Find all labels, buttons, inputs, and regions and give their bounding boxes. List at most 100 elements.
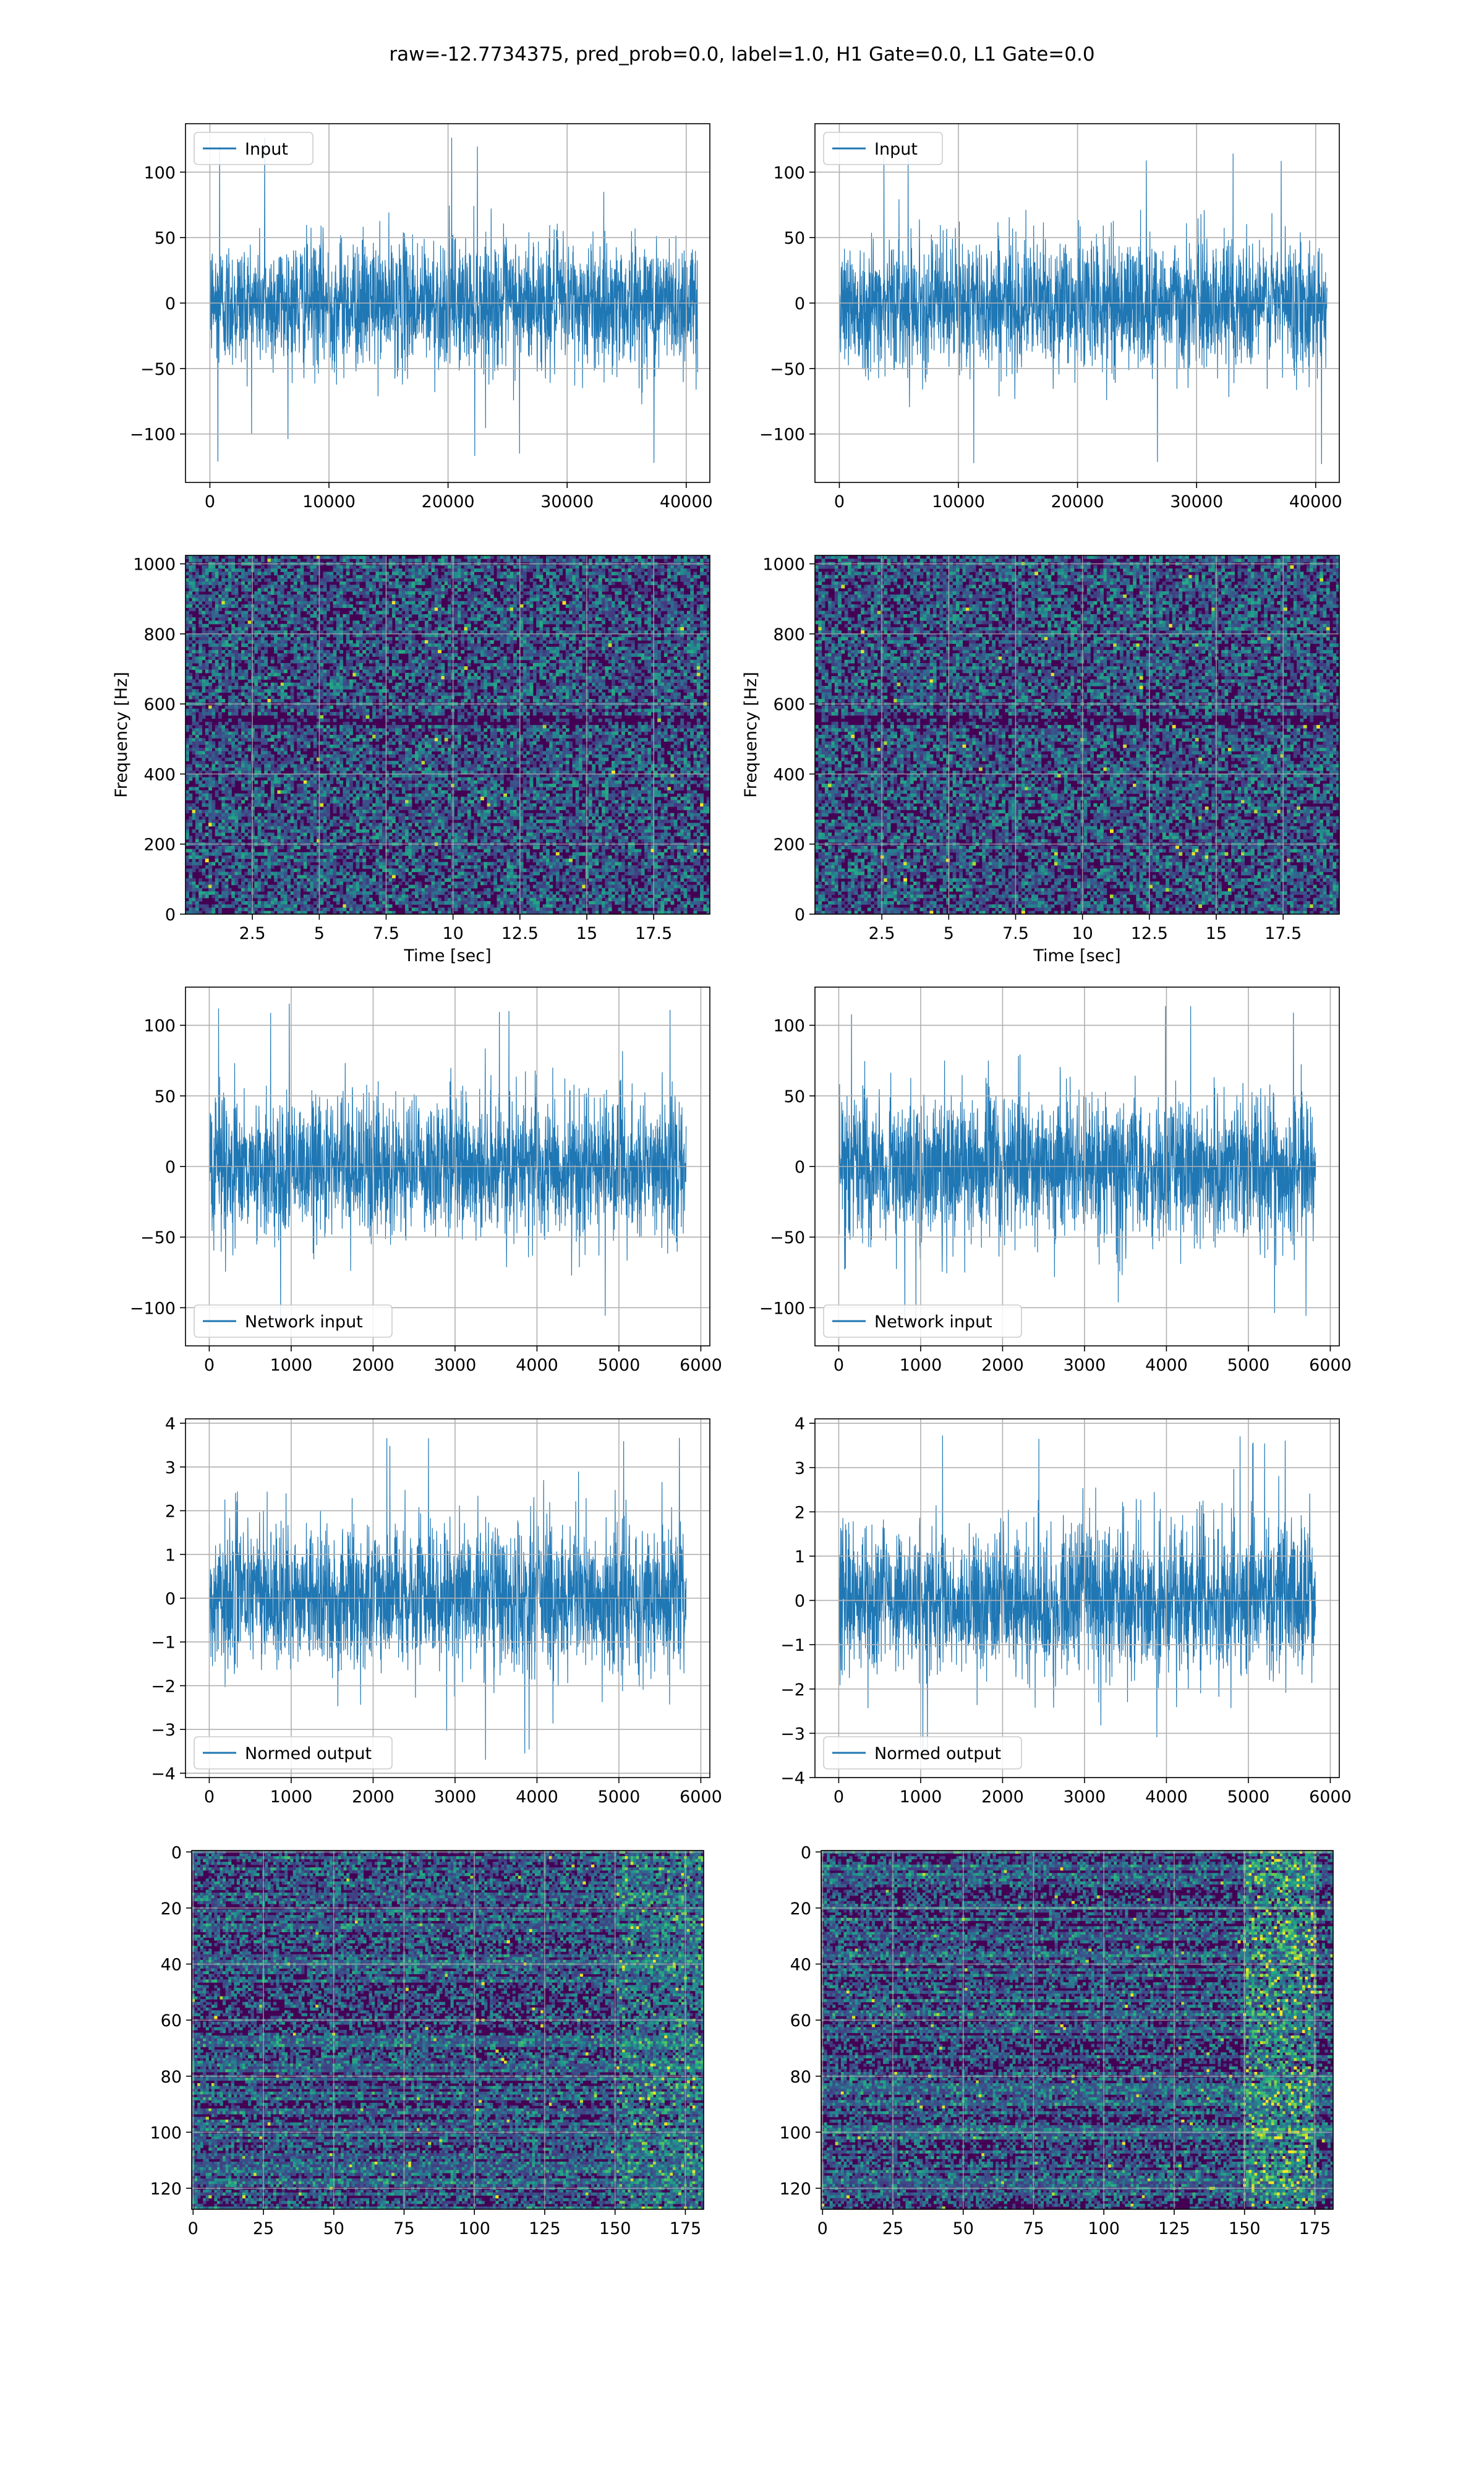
legend-label: Normed output bbox=[874, 1744, 1001, 1763]
x-axis-label: Time [sec] bbox=[1033, 946, 1120, 965]
grid bbox=[815, 987, 1339, 1346]
y-tick-label: −50 bbox=[140, 360, 176, 379]
x-tick-label: 0 bbox=[834, 1787, 844, 1807]
y-tick-label: 80 bbox=[790, 2068, 811, 2087]
x-tick-label: 0 bbox=[188, 2219, 198, 2238]
x-tick-label: 25 bbox=[253, 2219, 274, 2238]
x-tick-label: 0 bbox=[204, 1356, 215, 1375]
legend-label: Network input bbox=[245, 1312, 363, 1332]
x-tick-label: 1000 bbox=[900, 1787, 942, 1807]
legend-label: Network input bbox=[874, 1312, 992, 1332]
legend-label: Normed output bbox=[245, 1744, 372, 1763]
y-tick-label: −2 bbox=[780, 1680, 805, 1700]
y-tick-label: 0 bbox=[795, 1592, 805, 1611]
x-tick-label: 2000 bbox=[981, 1787, 1024, 1807]
y-tick-label: 400 bbox=[773, 765, 805, 784]
y-tick-label: 4 bbox=[795, 1415, 805, 1434]
y-tick-label: 2 bbox=[795, 1503, 805, 1522]
y-tick-label: 80 bbox=[161, 2068, 182, 2087]
y-tick-label: 60 bbox=[790, 2011, 811, 2031]
x-tick-label: 125 bbox=[529, 2219, 561, 2238]
y-tick-label: 100 bbox=[779, 2123, 811, 2142]
y-tick-label: 120 bbox=[150, 2180, 182, 2199]
grid bbox=[186, 1419, 710, 1778]
y-tick-label: 50 bbox=[784, 1087, 805, 1106]
x-tick-label: 12.5 bbox=[501, 924, 539, 943]
y-tick-label: −3 bbox=[780, 1724, 805, 1744]
y-tick-label: 3 bbox=[795, 1459, 805, 1478]
x-tick-label: 6000 bbox=[680, 1356, 722, 1375]
x-tick-label: 4000 bbox=[516, 1356, 558, 1375]
panel-h1-spectrogram: 2.5 5 7.5 10 12.5 15 17.5 0 200 400 600 800 1000 Time… bbox=[112, 555, 710, 965]
x-tick-label: 175 bbox=[1299, 2219, 1331, 2238]
x-tick-label: 10000 bbox=[932, 492, 985, 511]
legend: Network input bbox=[194, 1304, 393, 1338]
grid bbox=[186, 124, 710, 482]
y-tick-label: 4 bbox=[165, 1415, 176, 1434]
x-tick-label: 150 bbox=[599, 2219, 631, 2238]
axes-frame bbox=[814, 1418, 1340, 1778]
y-tick-label: 40 bbox=[161, 1956, 182, 1975]
y-tick-label: 3 bbox=[165, 1458, 176, 1478]
y-tick-label: −50 bbox=[140, 1228, 176, 1248]
y-tick-label: 0 bbox=[165, 294, 176, 314]
y-tick-label: 200 bbox=[143, 836, 176, 855]
y-tick-label: −100 bbox=[130, 426, 176, 445]
y-tick-label: 1 bbox=[165, 1546, 176, 1565]
y-tick-label: 2 bbox=[165, 1502, 176, 1522]
x-tick-label: 2.5 bbox=[869, 924, 895, 943]
panel-h1-network-input: 0 1000 2000 3000 4000 5000 6000 −100 −50 0 50 100 Ne… bbox=[130, 987, 722, 1375]
y-tick-label: −50 bbox=[770, 360, 805, 379]
x-tick-label: 175 bbox=[670, 2219, 702, 2238]
y-tick-label: −100 bbox=[759, 426, 805, 445]
series-line bbox=[208, 1437, 687, 1760]
x-tick-label: 17.5 bbox=[635, 924, 672, 943]
x-tick-label: 15 bbox=[1206, 924, 1227, 943]
x-tick-label: 100 bbox=[458, 2219, 490, 2238]
axes-frame bbox=[191, 1850, 704, 2210]
x-tick-label: 10000 bbox=[302, 492, 356, 511]
y-tick-label: 0 bbox=[165, 1158, 176, 1177]
panel-l1-spectrogram: 2.5 5 7.5 10 12.5 15 17.5 0 200 400 600 800 1000 Time… bbox=[741, 555, 1340, 965]
grid bbox=[821, 1851, 1333, 2209]
y-tick-label: −1 bbox=[780, 1636, 805, 1655]
x-tick-label: 3000 bbox=[1064, 1787, 1106, 1807]
x-tick-label: 0 bbox=[834, 492, 845, 511]
panel-h1-normed-output: 0 1000 2000 3000 4000 5000 6000 −4 −3 −2 −1 0 1 2 3 4 No… bbox=[151, 1415, 722, 1807]
y-tick-label: 0 bbox=[795, 905, 805, 925]
series-line bbox=[838, 1435, 1316, 1752]
x-tick-label: 6000 bbox=[1309, 1787, 1352, 1807]
x-axis-label: Time [sec] bbox=[403, 946, 491, 965]
legend: Normed output bbox=[823, 1736, 1022, 1770]
y-tick-label: 60 bbox=[161, 2011, 182, 2031]
y-tick-label: 1000 bbox=[133, 555, 176, 575]
panel-l1-input: 0 10000 20000 30000 40000 −100 −50 0 50 100 Input bbox=[759, 123, 1342, 511]
y-tick-label: 100 bbox=[150, 2123, 182, 2142]
grid bbox=[186, 987, 710, 1346]
series-line bbox=[838, 1006, 1316, 1321]
x-tick-label: 2000 bbox=[981, 1356, 1024, 1375]
x-tick-label: 30000 bbox=[1170, 492, 1223, 511]
x-tick-label: 50 bbox=[323, 2219, 344, 2238]
x-tick-label: 17.5 bbox=[1264, 924, 1302, 943]
y-tick-label: 20 bbox=[790, 1899, 811, 1919]
y-tick-label: 40 bbox=[790, 1956, 811, 1975]
x-tick-label: 1000 bbox=[900, 1356, 942, 1375]
x-tick-label: 6000 bbox=[680, 1787, 722, 1807]
y-tick-label: 200 bbox=[773, 836, 805, 855]
x-tick-label: 1000 bbox=[270, 1356, 313, 1375]
legend: Normed output bbox=[194, 1736, 393, 1770]
y-tick-label: 100 bbox=[143, 163, 176, 182]
y-tick-label: 600 bbox=[773, 695, 805, 714]
y-tick-label: 120 bbox=[779, 2180, 811, 2199]
legend: Network input bbox=[823, 1304, 1022, 1338]
panel-h1-feature-map: 0 25 50 75 100 125 150 175 0 20 40 60 80 100 120 bbox=[150, 1843, 704, 2238]
legend-label: Input bbox=[245, 140, 288, 159]
x-tick-label: 75 bbox=[393, 2219, 414, 2238]
x-tick-label: 5000 bbox=[1227, 1787, 1270, 1807]
y-tick-label: 1000 bbox=[762, 555, 805, 575]
x-tick-label: 10 bbox=[442, 924, 463, 943]
x-tick-label: 4000 bbox=[1145, 1787, 1188, 1807]
y-axis-label: Frequency [Hz] bbox=[741, 672, 761, 798]
